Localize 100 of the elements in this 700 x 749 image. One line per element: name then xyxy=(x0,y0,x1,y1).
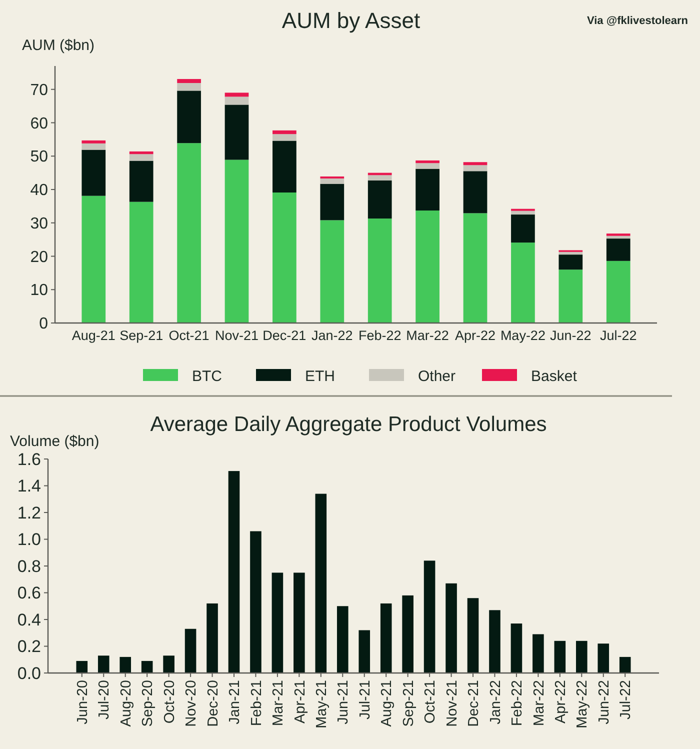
x-tick-label: Sep-20 xyxy=(140,680,156,727)
bar xyxy=(224,160,249,323)
bar xyxy=(463,162,488,166)
bar xyxy=(532,634,544,673)
bar xyxy=(272,130,296,134)
bar xyxy=(320,220,344,323)
x-tick-label: Apr-22 xyxy=(552,680,569,724)
bar xyxy=(82,140,106,144)
bar xyxy=(416,168,440,211)
bar xyxy=(424,560,436,673)
y-tick-label: 40 xyxy=(30,182,48,200)
legend-label: BTC xyxy=(192,368,222,385)
x-tick-label: May-22 xyxy=(500,328,546,343)
bar xyxy=(446,583,457,673)
y-tick-label: 70 xyxy=(30,82,48,99)
bar xyxy=(320,178,344,184)
x-tick-label: May-21 xyxy=(314,680,330,728)
y-tick-label: 1.2 xyxy=(17,503,41,522)
bar xyxy=(576,640,588,673)
x-tick-label: Nov-21 xyxy=(214,328,259,343)
y-tick-label: 0.6 xyxy=(17,584,41,603)
bar xyxy=(511,210,535,215)
bar xyxy=(206,603,218,673)
bar xyxy=(315,494,327,673)
x-tick-label: Nov-21 xyxy=(444,680,460,727)
x-tick-label: Sep-21 xyxy=(400,680,417,727)
bar xyxy=(606,238,630,261)
bar xyxy=(294,572,305,673)
bar xyxy=(228,471,240,673)
bar xyxy=(416,160,440,164)
y-axis-title: Volume ($bn) xyxy=(10,433,100,450)
y-tick-label: 0.4 xyxy=(17,610,41,630)
x-tick-label: May-22 xyxy=(574,680,591,728)
bar xyxy=(272,572,284,673)
bar xyxy=(463,213,488,323)
bar xyxy=(619,656,631,673)
bar xyxy=(224,96,249,105)
x-tick-label: Dec-21 xyxy=(262,328,306,343)
bar xyxy=(368,175,392,180)
y-tick-label: 0.8 xyxy=(17,556,41,576)
bar xyxy=(82,150,106,196)
x-tick-label: Aug-21 xyxy=(379,680,396,727)
x-tick-label: Nov-20 xyxy=(184,680,200,727)
bar xyxy=(129,202,154,323)
bar xyxy=(177,83,201,91)
bar xyxy=(98,656,110,673)
legend-label: Basket xyxy=(531,368,578,385)
x-tick-label: Jan-21 xyxy=(227,680,244,724)
bar xyxy=(511,242,535,323)
bar xyxy=(177,90,201,144)
bar xyxy=(416,210,440,323)
bar xyxy=(177,143,201,323)
y-tick-label: 20 xyxy=(30,248,48,266)
bar xyxy=(416,163,440,169)
bar xyxy=(82,196,106,323)
bar xyxy=(120,656,131,673)
bar xyxy=(177,79,201,84)
bar xyxy=(184,628,196,673)
x-tick-label: Feb-22 xyxy=(510,680,526,726)
bar xyxy=(606,236,630,239)
x-tick-label: Jul-22 xyxy=(618,680,634,720)
bar xyxy=(129,160,154,202)
bar xyxy=(467,598,479,673)
bar xyxy=(558,254,583,270)
chart-title: AUM by Asset xyxy=(282,8,420,33)
x-tick-label: Oct-21 xyxy=(168,328,210,343)
x-tick-label: Apr-21 xyxy=(292,680,308,724)
bar xyxy=(554,640,566,673)
bar xyxy=(224,92,249,97)
y-tick-label: 1.6 xyxy=(17,450,41,469)
bar xyxy=(368,180,392,219)
x-tick-label: Jul-21 xyxy=(357,680,374,720)
bar xyxy=(272,140,296,192)
y-tick-label: 30 xyxy=(30,215,48,232)
bar xyxy=(510,624,522,673)
bar xyxy=(358,630,370,673)
x-tick-label: Jun-21 xyxy=(336,680,352,724)
bar xyxy=(598,644,610,673)
bar xyxy=(463,171,488,214)
y-axis-title: AUM ($bn) xyxy=(22,37,95,54)
y-tick-label: 0.0 xyxy=(17,664,41,683)
x-tick-label: Aug-21 xyxy=(72,328,116,343)
y-tick-label: 10 xyxy=(30,282,48,300)
bar xyxy=(336,606,348,673)
legend-label: ETH xyxy=(305,368,335,385)
y-tick-label: 1.4 xyxy=(17,476,41,496)
x-tick-label: Feb-21 xyxy=(248,680,265,726)
bar xyxy=(511,214,535,243)
bar xyxy=(380,603,392,673)
x-tick-label: Jul-20 xyxy=(96,680,113,720)
x-tick-label: Mar-22 xyxy=(406,328,449,343)
bar xyxy=(368,218,392,323)
x-tick-label: Dec-21 xyxy=(466,680,482,727)
bar xyxy=(489,610,500,673)
y-tick-label: 0.2 xyxy=(17,637,41,656)
x-tick-label: Sep-21 xyxy=(120,328,164,343)
bar xyxy=(320,184,344,220)
text: Via @fklivestolearn xyxy=(586,15,688,27)
bar xyxy=(82,143,106,150)
x-tick-label: Oct-21 xyxy=(422,680,439,724)
